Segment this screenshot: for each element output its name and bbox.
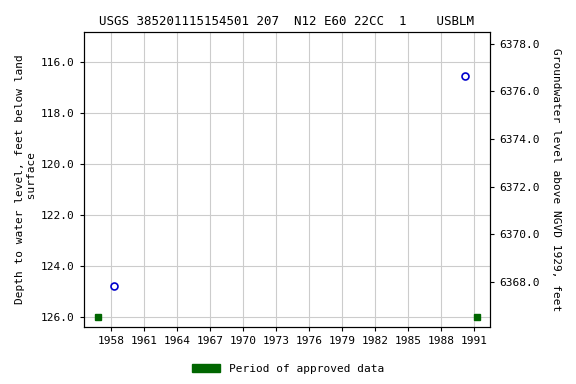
Y-axis label: Depth to water level, feet below land
 surface: Depth to water level, feet below land su… <box>15 55 37 304</box>
Y-axis label: Groundwater level above NGVD 1929, feet: Groundwater level above NGVD 1929, feet <box>551 48 561 311</box>
Title: USGS 385201115154501 207  N12 E60 22CC  1    USBLM: USGS 385201115154501 207 N12 E60 22CC 1 … <box>100 15 475 28</box>
Legend: Period of approved data: Period of approved data <box>188 359 388 379</box>
